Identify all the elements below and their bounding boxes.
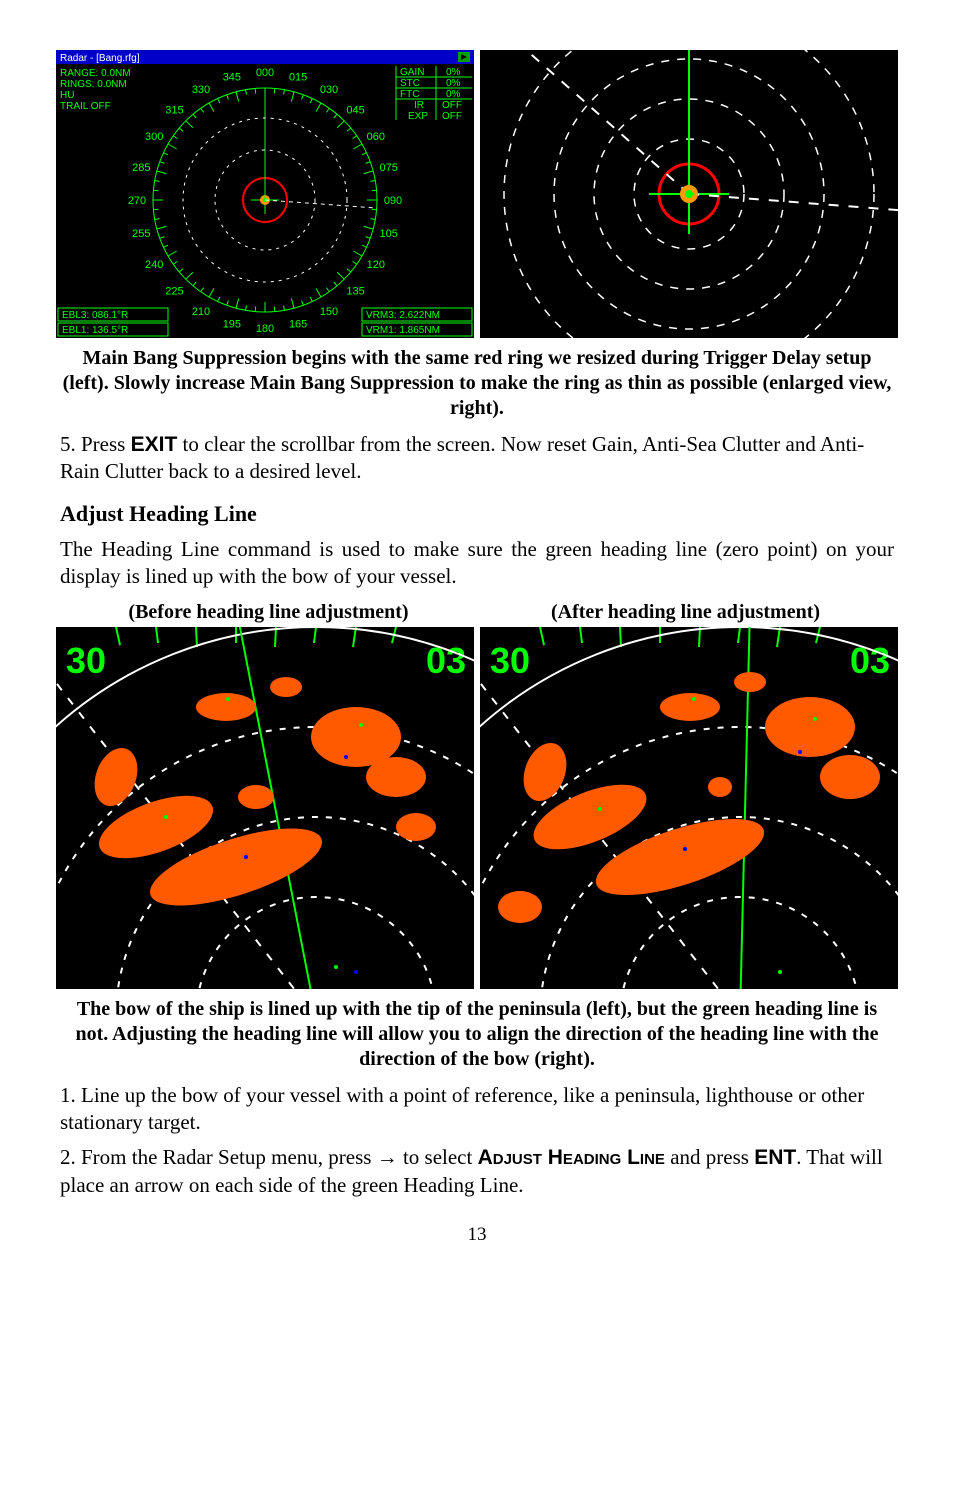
figure2-labels: (Before heading line adjustment) (After … bbox=[60, 599, 894, 625]
svg-text:105: 105 bbox=[379, 228, 397, 240]
svg-text:030: 030 bbox=[320, 84, 338, 96]
heading-desc-para: The Heading Line command is used to make… bbox=[60, 536, 894, 591]
svg-text:0%: 0% bbox=[446, 67, 461, 78]
fig2-label-right: (After heading line adjustment) bbox=[477, 599, 894, 625]
svg-text:GAIN: GAIN bbox=[400, 67, 424, 78]
svg-text:255: 255 bbox=[132, 228, 150, 240]
step5-para: 5. Press EXIT to clear the scrollbar fro… bbox=[60, 431, 894, 486]
svg-text:090: 090 bbox=[384, 195, 402, 207]
svg-text:330: 330 bbox=[192, 84, 210, 96]
range-label: RANGE: 0.0NM bbox=[60, 68, 131, 79]
step1-para: 1. Line up the bow of your vessel with a… bbox=[60, 1082, 894, 1137]
step5-num: 5. Press bbox=[60, 432, 131, 456]
svg-text:000: 000 bbox=[256, 67, 274, 79]
radar-before-panel: 30 03 bbox=[56, 627, 474, 989]
svg-text:240: 240 bbox=[145, 259, 163, 271]
ebl3-label: EBL3: 086.1°R bbox=[62, 310, 128, 321]
fig2-label-left: (Before heading line adjustment) bbox=[60, 599, 477, 625]
svg-text:315: 315 bbox=[165, 104, 183, 116]
figure2-row: 30 03 bbox=[60, 627, 894, 989]
fig2b-right-num: 03 bbox=[850, 640, 890, 681]
exit-key: EXIT bbox=[131, 433, 178, 456]
radar-left-panel: Radar - [Bang.rfg] RANGE: 0.0NM RINGS: 0… bbox=[56, 50, 474, 338]
svg-text:135: 135 bbox=[346, 286, 364, 298]
radar-right-panel bbox=[480, 50, 898, 338]
svg-text:120: 120 bbox=[367, 259, 385, 271]
svg-text:300: 300 bbox=[145, 131, 163, 143]
figure1-caption: Main Bang Suppression begins with the sa… bbox=[60, 346, 894, 421]
svg-text:195: 195 bbox=[223, 319, 241, 331]
step2-b: and press bbox=[665, 1145, 754, 1169]
svg-text:FTC: FTC bbox=[400, 89, 419, 100]
svg-text:015: 015 bbox=[289, 71, 307, 83]
svg-text:180: 180 bbox=[256, 323, 274, 335]
fig2b-left-num: 30 bbox=[490, 640, 530, 681]
radar-after-panel: 30 03 bbox=[480, 627, 898, 989]
vrm3-label: VRM3: 2.622NM bbox=[366, 310, 440, 321]
svg-text:IR: IR bbox=[414, 100, 424, 111]
svg-text:150: 150 bbox=[320, 306, 338, 318]
adjust-heading-cmd: Adjust Heading Line bbox=[478, 1146, 665, 1169]
svg-text:075: 075 bbox=[379, 162, 397, 174]
svg-text:0%: 0% bbox=[446, 78, 461, 89]
svg-text:345: 345 bbox=[223, 71, 241, 83]
svg-text:285: 285 bbox=[132, 162, 150, 174]
step5-rest: to clear the scrollbar from the screen. … bbox=[60, 432, 864, 483]
svg-text:225: 225 bbox=[165, 286, 183, 298]
svg-text:EXP: EXP bbox=[408, 111, 428, 122]
trail-label: TRAIL OFF bbox=[60, 101, 111, 112]
rings-label: RINGS: 0.0NM bbox=[60, 79, 127, 90]
ebl1-label: EBL1: 136.5°R bbox=[62, 325, 128, 336]
fig2a-right-num: 03 bbox=[426, 640, 466, 681]
step2-a: 2. From the Radar Setup menu, press → to… bbox=[60, 1145, 478, 1169]
svg-text:OFF: OFF bbox=[442, 111, 462, 122]
titlebar-text: Radar - [Bang.rfg] bbox=[60, 53, 140, 64]
step2-para: 2. From the Radar Setup menu, press → to… bbox=[60, 1144, 894, 1199]
adjust-heading-line-heading: Adjust Heading Line bbox=[60, 500, 894, 529]
svg-text:060: 060 bbox=[367, 131, 385, 143]
svg-text:045: 045 bbox=[346, 104, 364, 116]
svg-text:OFF: OFF bbox=[442, 100, 462, 111]
svg-text:270: 270 bbox=[128, 195, 146, 207]
page-number: 13 bbox=[60, 1223, 894, 1248]
figure1-row: Radar - [Bang.rfg] RANGE: 0.0NM RINGS: 0… bbox=[60, 50, 894, 338]
svg-text:0%: 0% bbox=[446, 89, 461, 100]
hu-label: HU bbox=[60, 90, 74, 101]
svg-text:165: 165 bbox=[289, 319, 307, 331]
svg-text:210: 210 bbox=[192, 306, 210, 318]
figure2-caption: The bow of the ship is lined up with the… bbox=[60, 997, 894, 1072]
svg-text:STC: STC bbox=[400, 78, 420, 89]
ent-key: ENT bbox=[754, 1146, 796, 1169]
vrm1-label: VRM1: 1.865NM bbox=[366, 325, 440, 336]
fig2a-left-num: 30 bbox=[66, 640, 106, 681]
